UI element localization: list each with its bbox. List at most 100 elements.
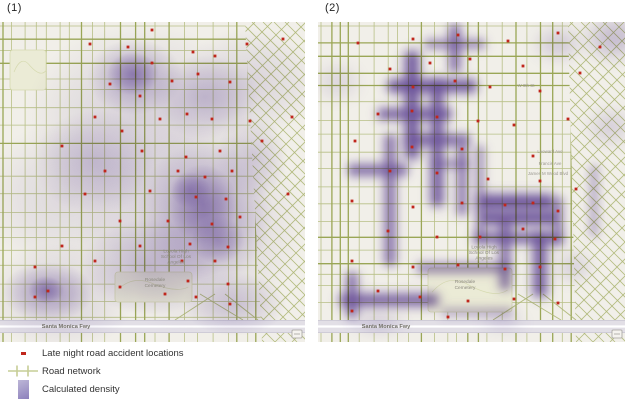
place-label: James M Wood Blvd	[528, 171, 569, 176]
map-corner-icon	[291, 329, 303, 339]
accident-point	[93, 259, 97, 263]
panel-1-label: (1)	[7, 2, 22, 14]
accident-point	[260, 139, 264, 143]
accident-point	[184, 155, 188, 159]
road-label: Santa Monica Fwy	[362, 324, 411, 330]
diagonal-road-grid	[568, 22, 625, 342]
accident-point	[176, 169, 180, 173]
road-network-icon	[4, 364, 42, 378]
accident-point	[140, 149, 144, 153]
accident-point	[356, 41, 360, 45]
accident-point	[213, 259, 217, 263]
accident-point	[185, 112, 189, 116]
accident-point	[503, 267, 507, 271]
place-label: Rosedale	[455, 279, 476, 285]
accident-point	[556, 209, 560, 213]
accident-point	[210, 117, 214, 121]
map-corner-icon	[611, 329, 623, 339]
place-label: Loyola High	[471, 244, 497, 250]
accident-points-layer	[350, 31, 602, 319]
accident-point	[238, 215, 242, 219]
accident-point	[376, 112, 380, 116]
accident-point	[478, 235, 482, 239]
accident-point	[460, 201, 464, 205]
accident-point	[245, 42, 249, 46]
accident-point	[353, 139, 357, 143]
accident-point	[203, 175, 207, 179]
place-label: Rosedale	[145, 277, 166, 283]
accident-point	[118, 285, 122, 289]
place-label: Leeward Ave	[537, 149, 563, 154]
place-label: Cemetery	[455, 285, 476, 291]
accident-point	[290, 115, 294, 119]
accident-point	[350, 199, 354, 203]
road-label: Santa Monica Fwy	[42, 324, 91, 330]
accident-point	[411, 85, 415, 89]
accident-point	[456, 263, 460, 267]
legend-row-accidents: Late night road accident locations	[4, 348, 184, 359]
accident-point	[281, 37, 285, 41]
accident-point	[248, 119, 252, 123]
map-1-kernel-density: Loyola High School Of Los Angeles Rosedale C…	[0, 22, 320, 352]
accident-point	[411, 205, 415, 209]
accident-point	[476, 119, 480, 123]
accident-point	[226, 245, 230, 249]
accident-point	[553, 237, 557, 241]
accident-point	[386, 229, 390, 233]
accident-point	[188, 242, 192, 246]
accident-point	[512, 123, 516, 127]
accident-point	[103, 169, 107, 173]
place-label: Francis Ave	[539, 161, 562, 166]
accident-point	[435, 115, 439, 119]
accident-point	[286, 192, 290, 196]
accident-point	[93, 115, 97, 119]
accident-point	[158, 117, 162, 121]
place-label: School Of Los	[161, 254, 192, 260]
accident-point	[538, 179, 542, 183]
accident-point	[228, 302, 232, 306]
accident-point	[512, 297, 516, 301]
accident-point	[488, 85, 492, 89]
map-2-network-density: Loyola High School Of Los Angeles Rosedale C…	[312, 12, 627, 342]
accident-point	[150, 61, 154, 65]
accident-point	[598, 45, 602, 49]
accident-point	[191, 50, 195, 54]
accident-point	[33, 295, 37, 299]
accident-marker-icon	[4, 352, 42, 355]
accident-point	[531, 201, 535, 205]
accident-point	[466, 299, 470, 303]
accident-point	[435, 235, 439, 239]
accident-point	[166, 219, 170, 223]
accident-point	[566, 117, 570, 121]
accident-point	[163, 292, 167, 296]
accident-point	[388, 169, 392, 173]
place-label: Cemetery	[145, 283, 166, 289]
accident-point	[83, 192, 87, 196]
accident-point	[218, 149, 222, 153]
accident-point	[33, 265, 37, 269]
accident-point	[446, 315, 450, 319]
accident-point	[148, 189, 152, 193]
accident-point	[228, 80, 232, 84]
legend-row-roads: Road network	[4, 364, 101, 378]
accident-point	[118, 219, 122, 223]
accident-point	[388, 67, 392, 71]
accident-point	[150, 28, 154, 32]
density-swatch-icon	[4, 380, 42, 399]
accident-point	[224, 197, 228, 201]
accident-point	[538, 89, 542, 93]
accident-point	[411, 265, 415, 269]
density-layer	[312, 12, 627, 336]
legend-label-roads: Road network	[42, 365, 101, 377]
accident-point	[350, 309, 354, 313]
accident-point	[138, 244, 142, 248]
place-label: Angeles	[167, 260, 185, 266]
accident-point	[556, 31, 560, 35]
accident-point	[486, 177, 490, 181]
accident-point	[410, 109, 414, 113]
accident-point	[506, 39, 510, 43]
legend-label-density: Calculated density	[42, 384, 120, 395]
